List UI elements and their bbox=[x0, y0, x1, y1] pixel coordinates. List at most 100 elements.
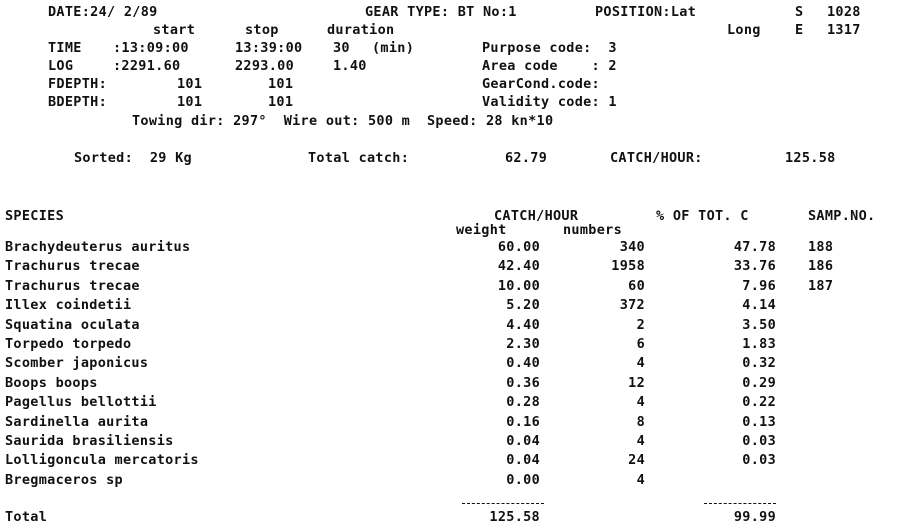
date: DATE:24/ 2/89 bbox=[48, 4, 158, 20]
col-catch-hour: CATCH/HOUR bbox=[494, 208, 579, 224]
col-duration: duration bbox=[327, 22, 395, 38]
bdepth-label: BDEPTH: bbox=[48, 94, 107, 110]
bdepth-stop: 101 bbox=[268, 94, 294, 110]
time-unit: (min) bbox=[372, 40, 415, 56]
row-numbers: 8 bbox=[636, 413, 645, 430]
row-pct: 3.50 bbox=[742, 316, 776, 333]
total-label: Total bbox=[5, 509, 48, 525]
time-label: TIME bbox=[48, 40, 82, 56]
row-pct: 1.83 bbox=[742, 336, 776, 352]
long-label: Long bbox=[727, 22, 761, 38]
row-weight: 0.28 bbox=[506, 394, 540, 411]
time-start: :13:09:00 bbox=[113, 40, 189, 56]
fdepth-start: 101 bbox=[177, 76, 203, 92]
row-species: Scomber japonicus bbox=[5, 355, 149, 372]
row-numbers: 4 bbox=[636, 433, 645, 449]
total-pct: 99.99 bbox=[733, 509, 776, 525]
row-weight: 4.40 bbox=[506, 316, 540, 333]
row-pct: 33.76 bbox=[733, 258, 776, 275]
row-species: Saurida brasiliensis bbox=[5, 433, 174, 449]
purpose-code: Purpose code: 3 bbox=[482, 40, 617, 56]
row-species: Boops boops bbox=[5, 374, 98, 391]
row-pct: 0.32 bbox=[742, 355, 776, 372]
col-start: start bbox=[153, 22, 196, 38]
row-weight: 0.04 bbox=[506, 433, 540, 449]
row-samp: 186 bbox=[808, 258, 834, 275]
validity-code: Validity code: 1 bbox=[482, 94, 617, 110]
row-weight: 0.04 bbox=[506, 452, 540, 469]
row-numbers: 340 bbox=[619, 239, 645, 255]
row-samp: 187 bbox=[808, 277, 834, 294]
log-start: :2291.60 bbox=[113, 58, 181, 74]
row-weight: 0.16 bbox=[506, 413, 540, 430]
col-pct-total: % OF TOT. C bbox=[656, 208, 749, 224]
row-numbers: 60 bbox=[628, 277, 645, 294]
time-duration: 30 bbox=[333, 40, 350, 56]
row-pct: 7.96 bbox=[742, 277, 776, 294]
fdepth-stop: 101 bbox=[268, 76, 294, 92]
row-weight: 60.00 bbox=[497, 239, 540, 255]
row-weight: 42.40 bbox=[497, 258, 540, 275]
row-species: Torpedo torpedo bbox=[5, 336, 132, 352]
long-hemisphere: E bbox=[795, 22, 804, 38]
row-species: Lolligoncula mercatoris bbox=[5, 452, 199, 469]
row-numbers: 2 bbox=[636, 316, 645, 333]
lat-hemisphere: S bbox=[795, 4, 804, 20]
catch-hour-label: CATCH/HOUR: bbox=[610, 150, 703, 166]
col-samp-no: SAMP.NO. bbox=[808, 208, 876, 224]
row-weight: 0.00 bbox=[506, 471, 540, 488]
row-species: Illex coindetii bbox=[5, 297, 132, 314]
lat-value: 1028 bbox=[827, 4, 861, 20]
row-weight: 0.40 bbox=[506, 355, 540, 372]
weight-total-rule bbox=[462, 503, 544, 504]
row-pct: 4.14 bbox=[742, 297, 776, 314]
row-numbers: 4 bbox=[636, 394, 645, 411]
position-label: POSITION:Lat bbox=[595, 4, 697, 20]
row-weight: 10.00 bbox=[497, 277, 540, 294]
row-species: Pagellus bellottii bbox=[5, 394, 157, 411]
log-duration: 1.40 bbox=[333, 58, 367, 74]
col-stop: stop bbox=[245, 22, 279, 38]
row-species: Brachydeuterus auritus bbox=[5, 239, 191, 255]
row-species: Sardinella aurita bbox=[5, 413, 149, 430]
row-pct: 0.03 bbox=[742, 452, 776, 469]
fdepth-label: FDEPTH: bbox=[48, 76, 107, 92]
row-species: Bregmaceros sp bbox=[5, 471, 123, 488]
row-numbers: 4 bbox=[636, 355, 645, 372]
row-pct: 0.29 bbox=[742, 374, 776, 391]
col-weight: weight bbox=[456, 222, 507, 238]
row-species: Trachurus trecae bbox=[5, 258, 140, 275]
row-numbers: 24 bbox=[628, 452, 645, 469]
catch-hour-value: 125.58 bbox=[785, 150, 836, 166]
row-species: Trachurus trecae bbox=[5, 277, 140, 294]
row-weight: 0.36 bbox=[506, 374, 540, 391]
sorted-weight: Sorted: 29 Kg bbox=[74, 150, 192, 166]
total-weight: 125.58 bbox=[489, 509, 540, 525]
row-pct: 0.22 bbox=[742, 394, 776, 411]
row-numbers: 12 bbox=[628, 374, 645, 391]
log-stop: 2293.00 bbox=[235, 58, 294, 74]
long-value: 1317 bbox=[827, 22, 861, 38]
row-numbers: 372 bbox=[619, 297, 645, 314]
row-numbers: 6 bbox=[636, 336, 645, 352]
time-stop: 13:39:00 bbox=[235, 40, 303, 56]
row-samp: 188 bbox=[808, 239, 834, 255]
total-catch-value: 62.79 bbox=[505, 150, 548, 166]
log-label: LOG bbox=[48, 58, 74, 74]
row-pct: 0.03 bbox=[742, 433, 776, 449]
row-weight: 2.30 bbox=[506, 336, 540, 352]
gearcond-code: GearCond.code: bbox=[482, 76, 600, 92]
row-pct: 0.13 bbox=[742, 413, 776, 430]
col-numbers: numbers bbox=[563, 222, 622, 238]
row-numbers: 1958 bbox=[611, 258, 645, 275]
row-weight: 5.20 bbox=[506, 297, 540, 314]
bdepth-start: 101 bbox=[177, 94, 203, 110]
col-species: SPECIES bbox=[5, 208, 64, 224]
towing-info: Towing dir: 297° Wire out: 500 m Speed: … bbox=[132, 113, 554, 129]
row-species: Squatina oculata bbox=[5, 316, 140, 333]
total-catch-label: Total catch: bbox=[308, 150, 410, 166]
row-pct: 47.78 bbox=[733, 239, 776, 255]
gear-type: GEAR TYPE: BT No:1 bbox=[365, 4, 517, 20]
area-code: Area code : 2 bbox=[482, 58, 617, 74]
